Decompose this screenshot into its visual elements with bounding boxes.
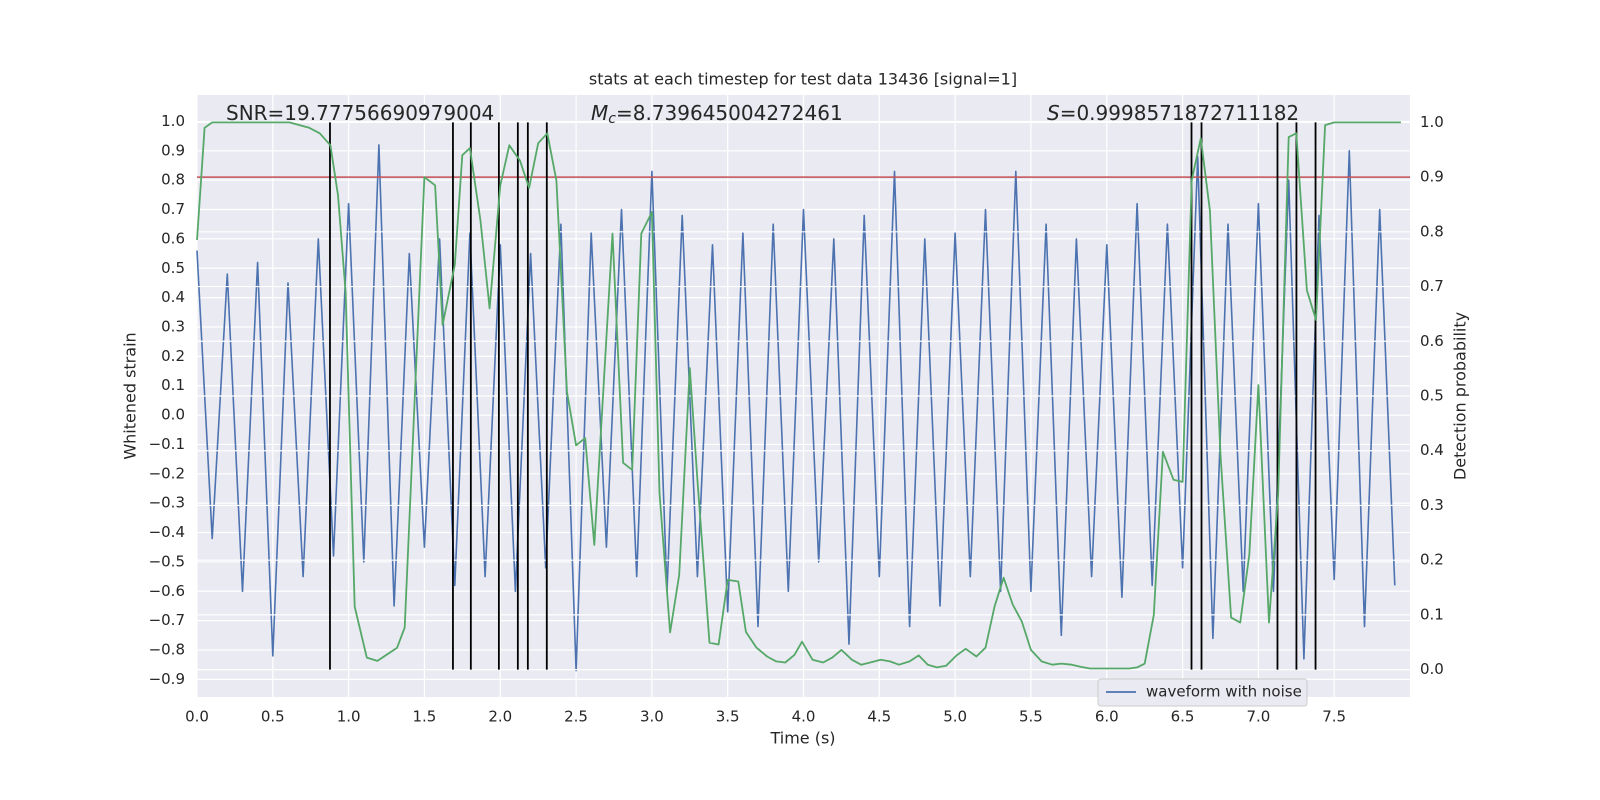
x-tick-label: 4.0 <box>792 708 816 726</box>
y-tick-label: 0.3 <box>161 317 185 335</box>
probability-line <box>196 121 1401 670</box>
y2-tick-label: 0.0 <box>1420 660 1444 678</box>
y-tick-label: −0.9 <box>149 670 185 688</box>
x-tick-label: 5.5 <box>1019 708 1043 726</box>
x-tick-label: 7.0 <box>1246 708 1270 726</box>
y-tick-label: 0.1 <box>161 376 185 394</box>
y2-tick-label: 0.8 <box>1420 222 1444 240</box>
y-tick-label: −0.2 <box>149 464 185 482</box>
x-tick-label: 2.5 <box>564 708 588 726</box>
x-tick-label: 1.0 <box>337 708 361 726</box>
y-tick-label: −0.4 <box>149 523 185 541</box>
y2-tick-label: 0.2 <box>1420 551 1444 569</box>
y2-tick-label: 0.7 <box>1420 277 1444 295</box>
x-tick-label: 1.5 <box>413 708 437 726</box>
x-tick-label: 0.5 <box>261 708 285 726</box>
y-tick-label: −0.8 <box>149 641 185 659</box>
y2-tick-label: 0.9 <box>1420 168 1444 186</box>
y2-tick-label: 0.3 <box>1420 496 1444 514</box>
y-tick-label: −0.3 <box>149 494 185 512</box>
y-tick-label: 0.6 <box>161 229 185 247</box>
x-tick-label: 4.5 <box>867 708 891 726</box>
waveform-line <box>196 144 1396 672</box>
x-tick-label: 6.5 <box>1171 708 1195 726</box>
y-tick-label: −0.7 <box>149 611 185 629</box>
y-tick-label: −0.1 <box>149 435 185 453</box>
x-tick-label: 3.5 <box>716 708 740 726</box>
y-tick-label: 1.0 <box>161 112 185 130</box>
y-axis-label: Whitened strain <box>121 332 140 459</box>
y-tick-label: −0.5 <box>149 552 185 570</box>
y2-tick-label: 0.4 <box>1420 441 1444 459</box>
x-tick-label: 5.0 <box>943 708 967 726</box>
y2-axis-label: Detection probability <box>1451 312 1470 480</box>
y2-tick-label: 0.6 <box>1420 332 1444 350</box>
chart-title: stats at each timestep for test data 134… <box>589 70 1017 89</box>
x-tick-label: 7.5 <box>1322 708 1346 726</box>
annotation-part: =8.739645004272461 <box>616 101 843 125</box>
annotation: Mc=8.739645004272461 <box>591 101 843 128</box>
x-tick-label: 6.0 <box>1095 708 1119 726</box>
annotation-part: M <box>591 101 608 125</box>
x-tick-label: 3.0 <box>640 708 664 726</box>
annotation-part: S <box>1047 101 1060 125</box>
annotation-part: SNR=19.77756690979004 <box>226 101 494 125</box>
y-tick-label: 0.2 <box>161 347 185 365</box>
legend-box <box>1097 678 1308 707</box>
x-tick-label: 0.0 <box>185 708 209 726</box>
y-tick-label: −0.6 <box>149 582 185 600</box>
y-tick-label: 0.8 <box>161 171 185 189</box>
annotation: SNR=19.77756690979004 <box>226 101 494 125</box>
x-axis-label: Time (s) <box>769 729 835 748</box>
y-tick-label: 0.7 <box>161 200 185 218</box>
y-tick-label: 0.0 <box>161 406 185 424</box>
x-tick-label: 2.0 <box>488 708 512 726</box>
legend: waveform with noise <box>1097 678 1308 707</box>
annotation-part: c <box>608 111 616 127</box>
y2-tick-label: 0.1 <box>1420 605 1444 623</box>
annotation-part: =0.9998571872711182 <box>1060 101 1299 125</box>
y-tick-label: 0.9 <box>161 141 185 159</box>
y-tick-label: 0.4 <box>161 288 185 306</box>
y-tick-label: 0.5 <box>161 259 185 277</box>
y2-tick-label: 0.5 <box>1420 387 1444 405</box>
y2-tick-label: 1.0 <box>1420 113 1444 131</box>
legend-label: waveform with noise <box>1146 683 1302 701</box>
annotation: S=0.9998571872711182 <box>1047 101 1299 125</box>
